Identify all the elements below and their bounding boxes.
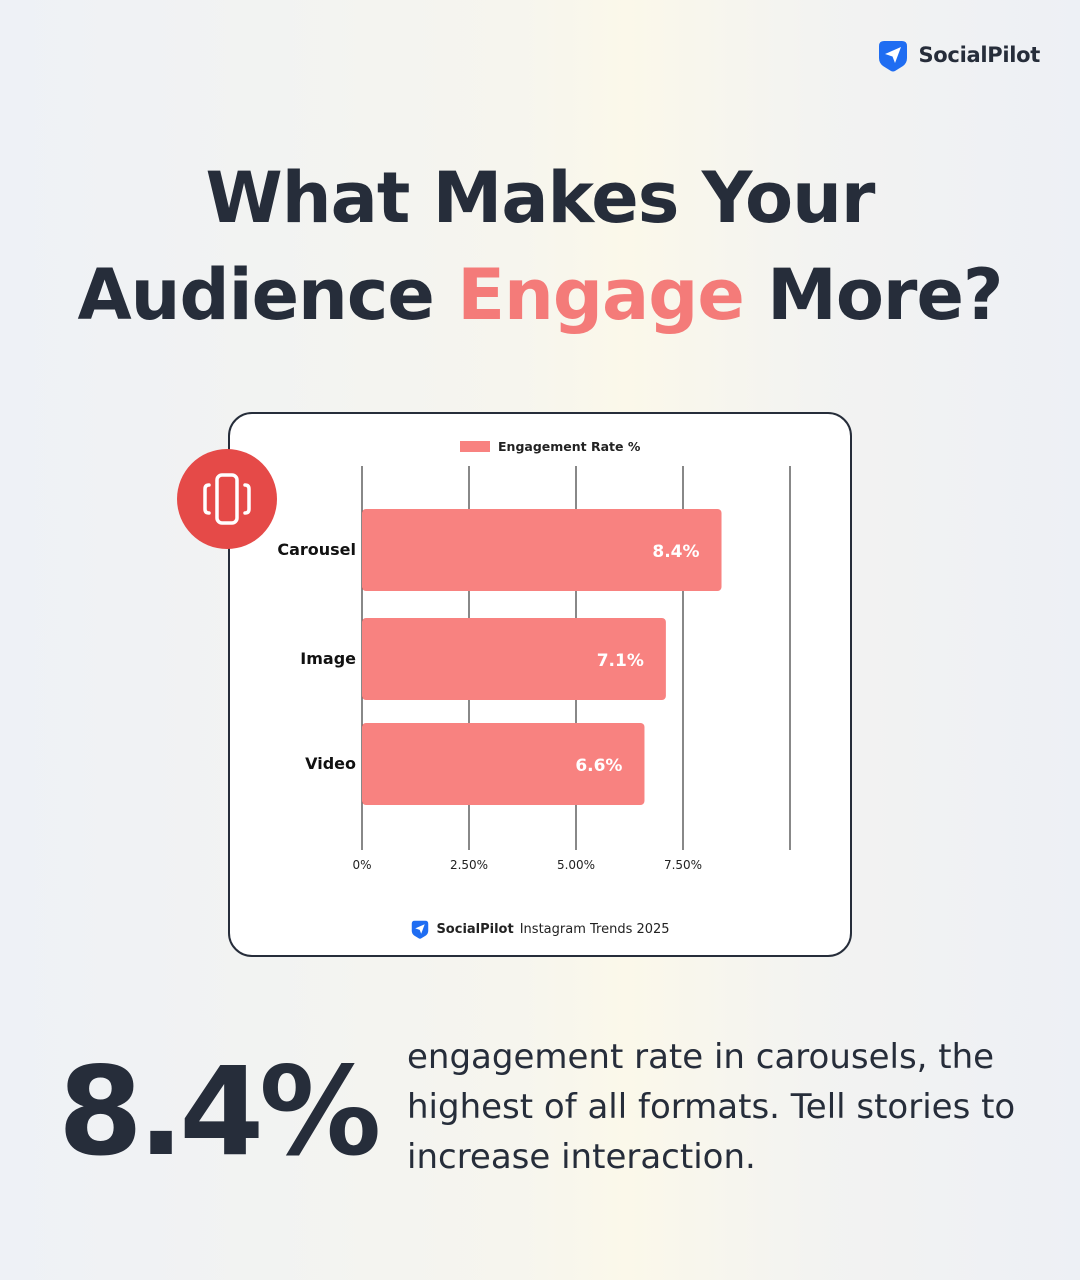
category-label: Video [305,754,356,773]
tick-label: 7.50% [664,858,702,872]
headline: What Makes Your Audience Engage More? [0,150,1080,344]
carousel-icon [203,473,251,525]
source-text: Instagram Trends 2025 [519,921,670,937]
headline-line-2: Audience Engage More? [0,247,1080,344]
stat-value: 8.4% [58,1041,381,1183]
chart-card: Engagement Rate % Carousel 8.4% Image 7.1% Vi… [228,412,852,957]
carousel-badge [177,449,277,549]
headline-post: More? [767,254,1003,336]
legend-label: Engagement Rate % [498,439,641,454]
paper-plane-icon [412,920,429,939]
bar [362,723,645,805]
tick-label: 5.00% [557,858,595,872]
category-label: Carousel [277,540,356,559]
headline-pre: Audience [77,254,434,336]
chart-source: SocialPilot Instagram Trends 2025 [230,919,850,939]
category-label: Image [300,649,356,668]
paper-plane-icon [879,41,908,72]
value-label: 8.4% [652,542,699,562]
headline-line-1: What Makes Your [205,157,876,239]
brand-name: SocialPilot [918,43,1040,67]
value-label: 7.1% [597,651,644,671]
tick-label: 0% [352,858,371,872]
stat-desc-line: engagement rate in carousels, the [407,1037,995,1077]
source-brand: SocialPilot [436,921,514,937]
value-label: 6.6% [575,756,622,776]
brand-logo: SocialPilot [876,38,1040,72]
legend-swatch [460,441,490,452]
bar [362,618,666,700]
bar [362,509,722,591]
stat-desc-line: increase interaction. [407,1137,756,1177]
headline-accent: Engage [457,254,745,336]
engagement-bar-chart: Engagement Rate % Carousel 8.4% Image 7.1% Vi… [277,439,791,872]
tick-label: 2.50% [450,858,488,872]
stat-description: engagement rate in carousels, the highes… [407,1032,1047,1182]
stat-desc-line: highest of all formats. Tell stories to [407,1087,1016,1127]
